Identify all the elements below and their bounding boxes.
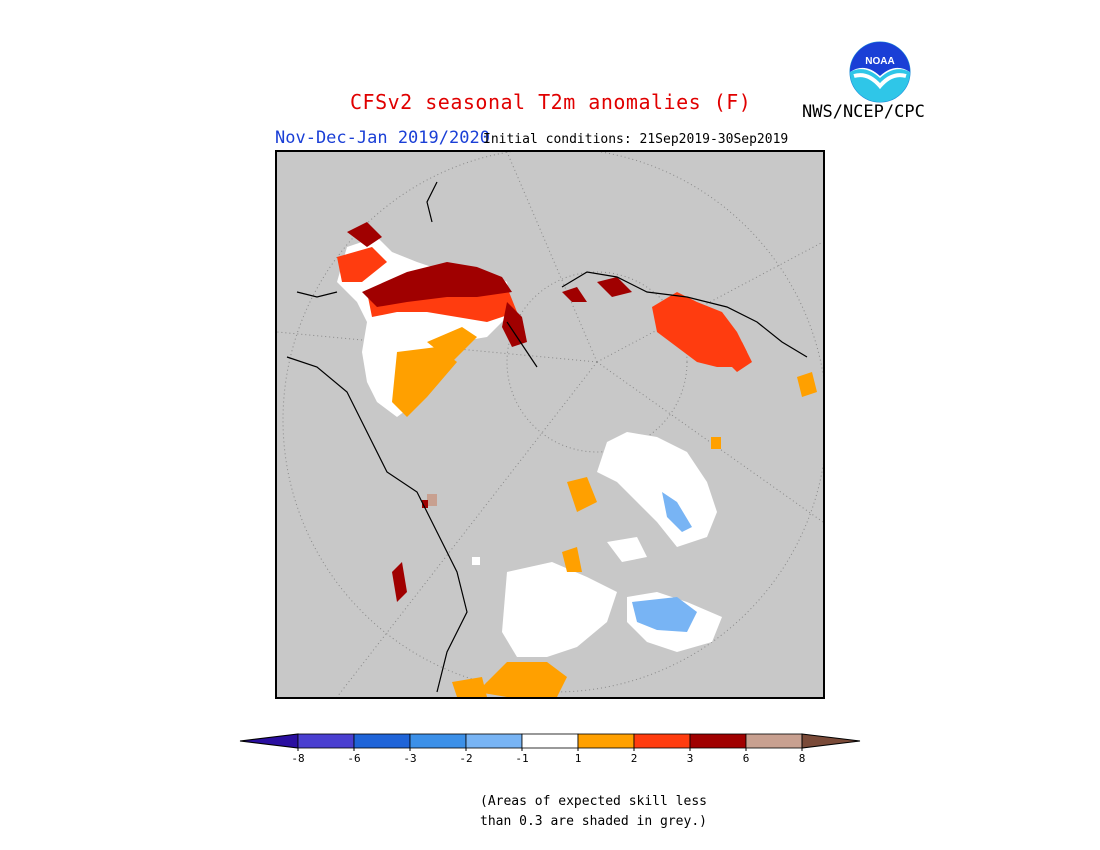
coastlines (286, 181, 808, 693)
legend-swatch (689, 733, 747, 749)
chart-title: CFSv2 seasonal T2m anomalies (F) (350, 90, 752, 114)
color-legend: -8 -6 -3 -2 -1 1 2 3 6 8 (239, 733, 861, 765)
legend-swatch (297, 733, 355, 749)
legend-tick-label: 6 (743, 752, 750, 765)
legend-swatch (409, 733, 467, 749)
forecast-period: Nov-Dec-Jan 2019/2020 (275, 128, 490, 148)
asia-anomaly-region (562, 277, 817, 449)
latitude-circle (506, 271, 688, 453)
noaa-logo-icon: NOAA (849, 41, 911, 103)
svg-text:NOAA: NOAA (865, 56, 894, 67)
meridian-line (336, 361, 598, 697)
map-canvas (277, 152, 823, 697)
skill-note: (Areas of expected skill less than 0.3 a… (480, 792, 707, 832)
legend-tick-label: 3 (687, 752, 694, 765)
north-america-anomaly-region (452, 432, 722, 697)
legend-arrow-low (239, 733, 299, 749)
legend-swatch (465, 733, 523, 749)
legend-tick-label: -1 (515, 752, 528, 765)
europe-anomaly-region (337, 222, 527, 602)
legend-tick-label: 1 (575, 752, 582, 765)
legend-tick-label: 2 (631, 752, 638, 765)
legend-swatch (521, 733, 579, 749)
legend-swatch (353, 733, 411, 749)
skill-note-line-2: than 0.3 are shaded in grey.) (480, 814, 707, 829)
legend-tick-label: 8 (799, 752, 806, 765)
agency-label: NWS/NCEP/CPC (802, 102, 925, 122)
legend-tick-label: -3 (403, 752, 416, 765)
legend-tick-label: -2 (459, 752, 472, 765)
legend-swatch (577, 733, 635, 749)
legend-tick-label: -8 (291, 752, 304, 765)
polar-map (275, 150, 825, 699)
legend-tick-label: -6 (347, 752, 360, 765)
legend-arrow-high (801, 733, 861, 749)
initial-conditions: Initial conditions: 21Sep2019-30Sep2019 (483, 132, 789, 147)
skill-note-line-1: (Areas of expected skill less (480, 794, 707, 809)
legend-swatch (633, 733, 691, 749)
legend-swatch (745, 733, 803, 749)
